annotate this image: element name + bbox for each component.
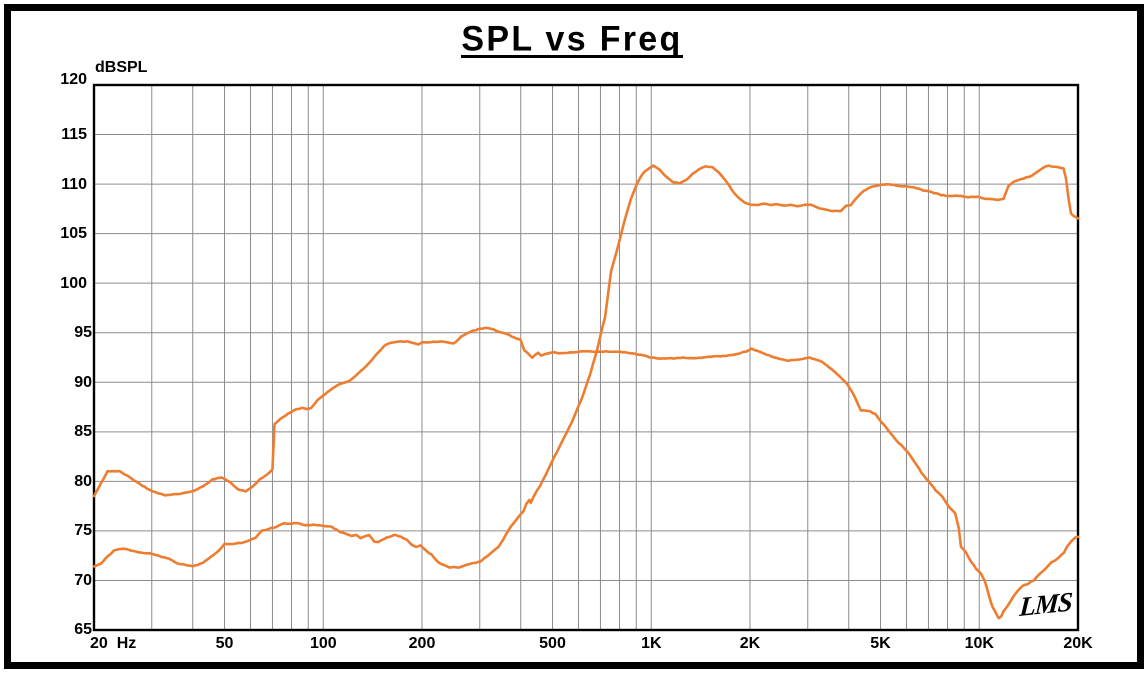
svg-text:LMS: LMS xyxy=(1018,586,1073,622)
